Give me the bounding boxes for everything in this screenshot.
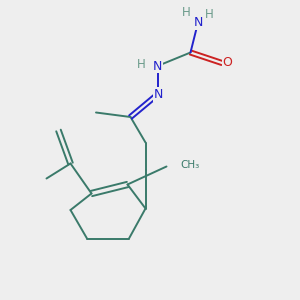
Text: N: N <box>153 88 163 101</box>
Text: O: O <box>223 56 232 70</box>
Text: H: H <box>182 6 190 20</box>
Text: N: N <box>153 59 162 73</box>
Text: H: H <box>205 8 214 21</box>
Text: CH₃: CH₃ <box>180 160 199 170</box>
Text: N: N <box>193 16 203 29</box>
Text: H: H <box>136 58 146 71</box>
